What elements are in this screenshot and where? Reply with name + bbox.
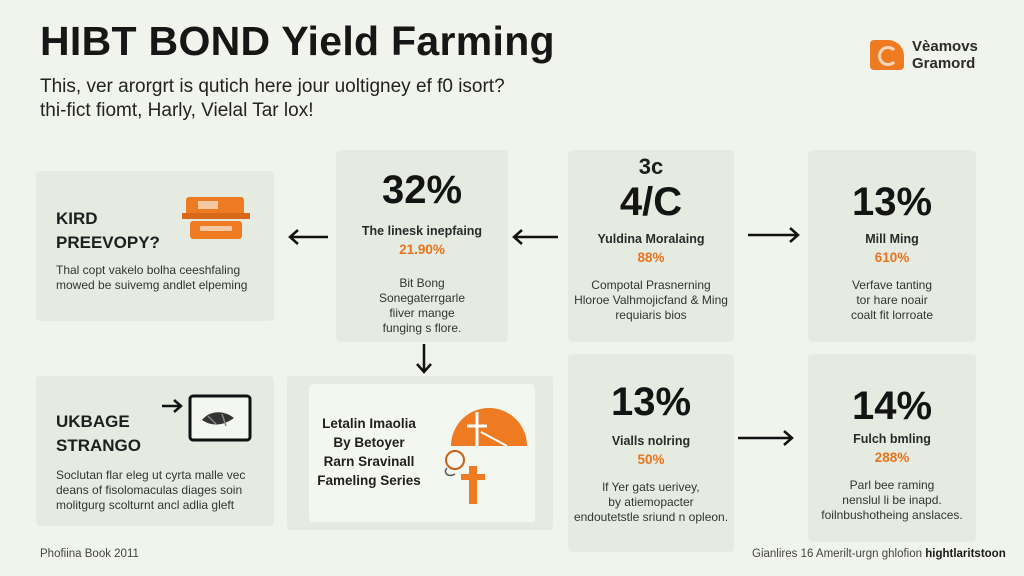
card-13-bottom: 13% Vialls nolring 50% lf Yer gats ueriv… [568, 354, 734, 552]
card-13-top-pct: 610% [874, 250, 910, 265]
card-4c-pct: 88% [637, 250, 665, 265]
card-14-pct: 288% [874, 450, 910, 465]
brand-logo-icon [870, 40, 904, 70]
card-middle-line-4: Fameling Series [317, 473, 421, 488]
subtitle-line-2: thi-fict fiomt, Harly, Vielal Tar lox! [40, 100, 314, 121]
card-13-bottom-desc-3: endoutetstle sriund n opleon. [573, 510, 729, 524]
card-13-top-desc-2: tor hare noair [856, 293, 928, 307]
arrow-left-2-icon [512, 229, 558, 245]
card-32-desc-3: fiiver mange [389, 306, 455, 320]
card-4c: 3c 4/C Yuldina Moralaing 88% Compotal Pr… [568, 150, 734, 342]
card-14-value: 14% [851, 384, 933, 428]
card-14-label: Fulch bmling [853, 432, 931, 446]
farming-illustration-icon [444, 408, 527, 504]
card-13-bottom-desc-1: lf Yer gats uerivey, [602, 480, 700, 494]
card-32-label: The linesk inepfaing [361, 224, 483, 238]
card-ukbage-desc-1: Soclutan flar eleg ut cyrta malle vec [56, 468, 246, 482]
card-kird-desc-2: mowed be suivemg andlet elpeming [56, 278, 248, 292]
card-13-top-label: Mill Ming [865, 232, 919, 246]
card-kird: KIRD PREEVOPY? Thal copt vakelo bolha ce… [36, 171, 274, 321]
arrow-down-icon [416, 344, 432, 374]
card-13-top-desc-1: Verfave tanting [851, 278, 933, 292]
card-ukbage-desc-2: deans of fisolomaculas diages soin [56, 483, 243, 497]
subtitle-line-1: This, ver arorgrt is qutich here jour uo… [40, 76, 505, 97]
card-middle-line-2: By Betoyer [333, 435, 405, 450]
card-14-desc-2: nenslul li be inapd. [842, 493, 942, 507]
card-4c-desc-1: Compotal Prasnerning [591, 278, 711, 292]
card-ukbage-title-1: UKBAGE [56, 412, 130, 431]
card-kird-desc-1: Thal copt vakelo bolha ceeshfaling [56, 263, 241, 277]
card-ukbage: UKBAGE STRANGO Soclutan flar eleg ut cyr… [36, 376, 274, 526]
card-13-bottom-value: 13% [610, 380, 692, 424]
card-13-bottom-pct: 50% [637, 452, 665, 467]
card-middle: Letalin Imaolia By Betoyer Rarn Sravinal… [287, 376, 553, 530]
card-ukbage-title-2: STRANGO [56, 436, 141, 455]
brand-name-line-1: Vèamovs [912, 38, 978, 55]
card-14-desc-1: Parl bee raming [849, 478, 935, 492]
card-13-top-value: 13% [851, 180, 933, 224]
card-13-top: 13% Mill Ming 610% Verfave tanting tor h… [808, 150, 976, 342]
card-middle-line-1: Letalin Imaolia [322, 416, 416, 431]
card-32-desc-1: Bit Bong [399, 276, 445, 290]
footer-right-prefix: Gianlires 16 Amerilt-urgn ghlofion [752, 548, 923, 560]
card-4c-desc-2: Hloroe Valhmojicfand & Ming [574, 293, 728, 307]
card-32-desc-2: Sonegaterrgarle [378, 291, 466, 305]
card-ukbage-desc-3: molitgurg scolturnt ancl adlia gleft [56, 498, 235, 512]
footer-right-bold: hightlaritstoon [925, 548, 1006, 560]
card-4c-top: 3c [638, 154, 664, 179]
card-14-desc-3: foilnbushotheing anslaces. [821, 508, 963, 522]
card-32-value: 32% [381, 168, 463, 212]
footer-left: Phofiina Book 2011 [40, 548, 139, 560]
card-13-bottom-desc-2: by atiemopacter [608, 495, 694, 509]
arrow-right-2-icon [738, 430, 794, 446]
arrow-left-1-icon [288, 229, 328, 245]
card-4c-desc-3: requiaris bios [615, 308, 687, 322]
page-title: HIBT BOND Yield Farming [40, 18, 555, 64]
card-13-bottom-label: Vialls nolring [611, 434, 691, 448]
card-13-top-desc-3: coalt fit lorroate [850, 308, 934, 322]
arrow-right-1-icon [748, 227, 800, 243]
card-kird-title-1: KIRD [56, 209, 98, 228]
monitor-icon [162, 394, 252, 442]
card-32: 32% The linesk inepfaing 21.90% Bit Bong… [336, 150, 508, 342]
card-4c-value: 4/C [619, 180, 683, 224]
brand-name-line-2: Gramord [912, 55, 976, 72]
card-4c-label: Yuldina Moralaing [597, 232, 705, 246]
card-middle-line-3: Rarn Sravinall [323, 454, 415, 469]
card-kird-title-2: PREEVOPY? [56, 233, 160, 252]
card-32-pct: 21.90% [399, 242, 445, 257]
briefcase-icon [182, 197, 250, 239]
card-14: 14% Fulch bmling 288% Parl bee raming ne… [808, 354, 976, 542]
footer-right: Gianlires 16 Amerilt-urgn ghlofion hight… [752, 548, 1006, 560]
card-32-desc-4: funging s flore. [382, 321, 462, 335]
